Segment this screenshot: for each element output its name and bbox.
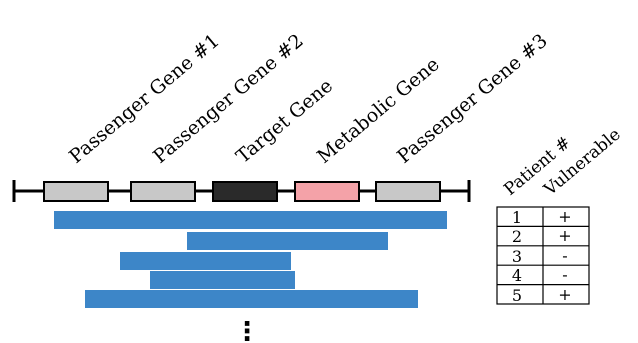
table-cell-vulnerable-2: + — [558, 226, 571, 245]
continuation-ellipsis: ⋮ — [234, 317, 260, 343]
table-cell-patient-2: 2 — [512, 227, 522, 246]
gene-label-passenger-3: Passenger Gene #3 — [393, 30, 552, 168]
gene-label-passenger-2: Passenger Gene #2 — [149, 30, 308, 168]
patient-segment-1 — [54, 211, 447, 229]
patient-segment-4 — [150, 271, 295, 289]
patient-segment-3 — [120, 252, 291, 270]
table-cell-patient-3: 3 — [512, 247, 522, 266]
table-cell-patient-5: 5 — [512, 286, 522, 305]
gene-box-target — [212, 181, 278, 202]
gene-label-passenger-1: Passenger Gene #1 — [65, 30, 224, 168]
patient-table — [496, 206, 590, 305]
table-cell-vulnerable-4: - — [562, 265, 567, 284]
table-cell-vulnerable-1: + — [558, 207, 571, 226]
table-cell-vulnerable-5: + — [558, 285, 571, 304]
table-cell-patient-1: 1 — [512, 208, 522, 227]
gene-box-passenger-2 — [130, 181, 196, 202]
patient-segment-2 — [187, 232, 388, 250]
table-cell-vulnerable-3: - — [562, 246, 567, 265]
gene-box-passenger-3 — [375, 181, 441, 202]
patient-segment-5 — [85, 290, 418, 308]
gene-box-metabolic — [294, 181, 360, 202]
gene-box-passenger-1 — [43, 181, 109, 202]
table-cell-patient-4: 4 — [512, 266, 522, 285]
